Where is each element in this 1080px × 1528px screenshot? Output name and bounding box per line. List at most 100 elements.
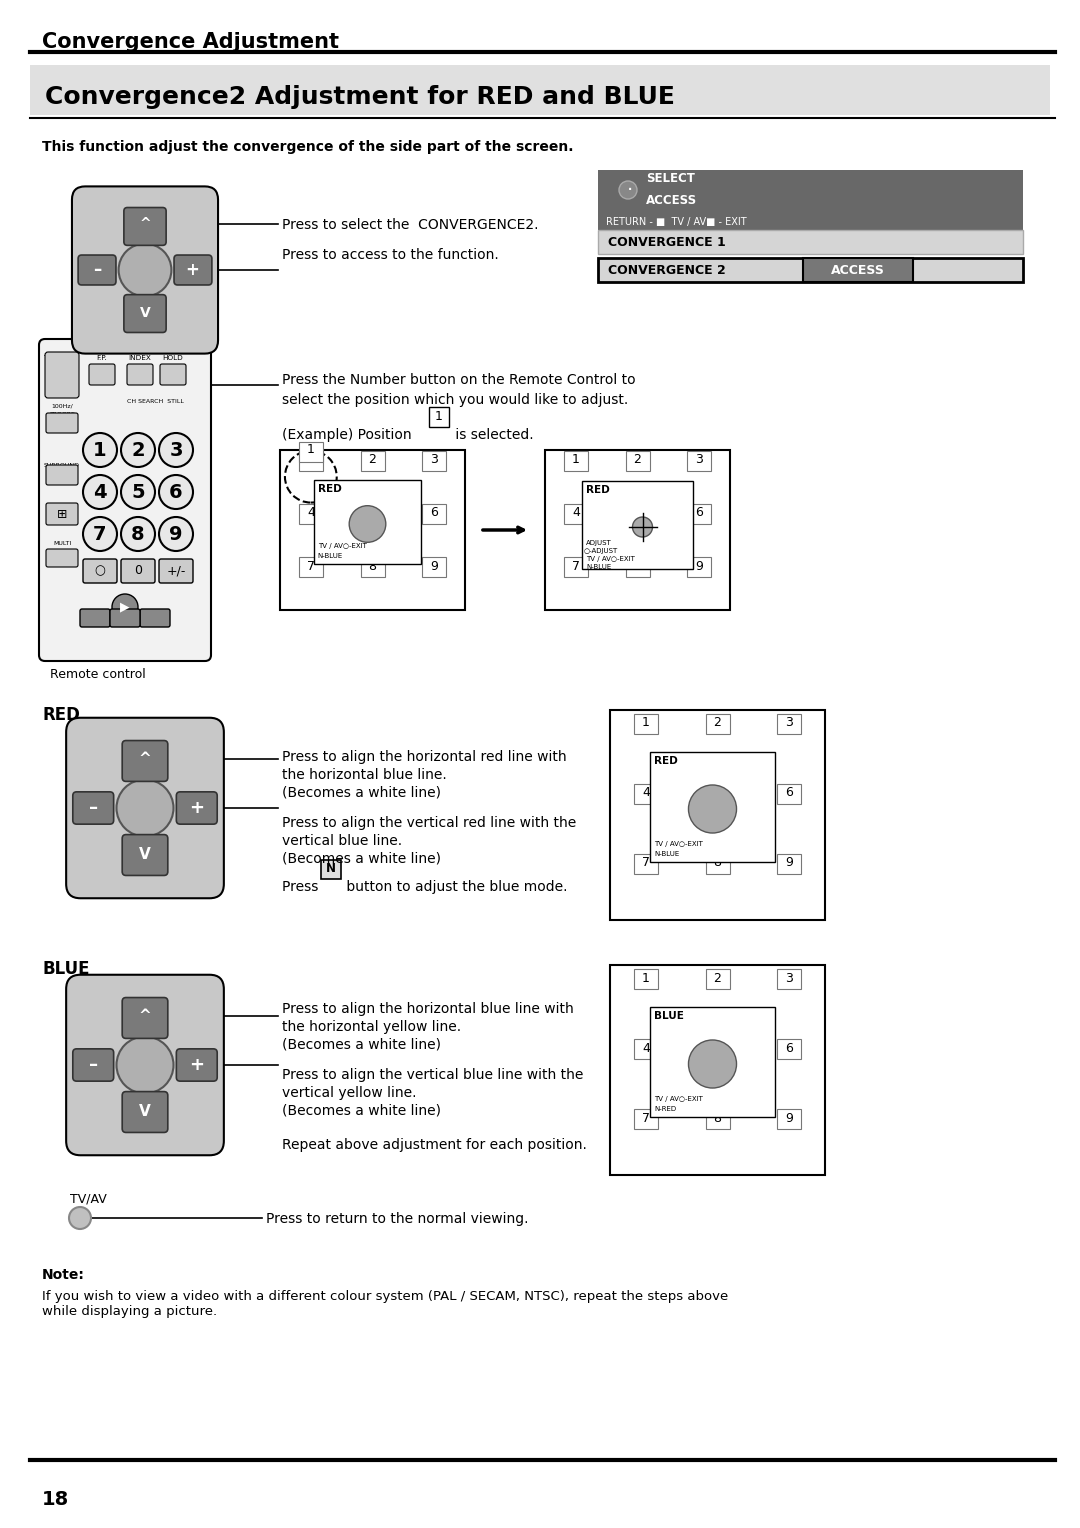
FancyBboxPatch shape bbox=[72, 1048, 113, 1082]
Text: 4: 4 bbox=[307, 506, 314, 520]
Text: 1: 1 bbox=[642, 972, 650, 984]
Text: 6: 6 bbox=[170, 483, 183, 501]
Circle shape bbox=[688, 1041, 737, 1088]
FancyBboxPatch shape bbox=[46, 503, 78, 526]
Text: 2: 2 bbox=[714, 717, 721, 729]
FancyBboxPatch shape bbox=[66, 975, 224, 1155]
Circle shape bbox=[121, 516, 156, 552]
Circle shape bbox=[121, 432, 156, 468]
FancyBboxPatch shape bbox=[80, 610, 110, 626]
FancyBboxPatch shape bbox=[122, 998, 167, 1039]
Text: This function adjust the convergence of the side part of the screen.: This function adjust the convergence of … bbox=[42, 141, 573, 154]
FancyBboxPatch shape bbox=[650, 1007, 774, 1117]
Text: TV/AV: TV/AV bbox=[70, 1192, 107, 1206]
FancyBboxPatch shape bbox=[314, 480, 421, 564]
Text: 2: 2 bbox=[714, 972, 721, 984]
FancyBboxPatch shape bbox=[625, 451, 649, 471]
Text: 4: 4 bbox=[642, 1042, 650, 1054]
FancyBboxPatch shape bbox=[46, 549, 78, 567]
FancyBboxPatch shape bbox=[174, 255, 212, 284]
FancyBboxPatch shape bbox=[564, 558, 588, 578]
Text: button to adjust the blue mode.: button to adjust the blue mode. bbox=[342, 880, 567, 894]
Text: CONVERGENCE 1: CONVERGENCE 1 bbox=[608, 235, 726, 249]
FancyBboxPatch shape bbox=[299, 504, 323, 524]
Text: 8: 8 bbox=[131, 524, 145, 544]
Text: Repeat above adjustment for each position.: Repeat above adjustment for each positio… bbox=[282, 1138, 586, 1152]
Text: BLUE: BLUE bbox=[654, 1012, 684, 1021]
FancyBboxPatch shape bbox=[321, 860, 341, 879]
Circle shape bbox=[159, 516, 193, 552]
Text: V: V bbox=[139, 1105, 151, 1118]
Text: 0: 0 bbox=[134, 564, 141, 578]
Text: 6: 6 bbox=[785, 1042, 793, 1054]
Circle shape bbox=[119, 243, 172, 296]
Text: RED: RED bbox=[42, 706, 80, 724]
FancyBboxPatch shape bbox=[598, 170, 1023, 231]
Text: CH SEARCH  STILL: CH SEARCH STILL bbox=[126, 399, 184, 403]
FancyBboxPatch shape bbox=[39, 339, 211, 662]
Text: 7: 7 bbox=[571, 559, 580, 573]
FancyBboxPatch shape bbox=[564, 504, 588, 524]
Text: N-RED: N-RED bbox=[654, 1106, 676, 1111]
Text: 7: 7 bbox=[642, 1111, 650, 1125]
FancyBboxPatch shape bbox=[625, 558, 649, 578]
FancyBboxPatch shape bbox=[124, 208, 166, 246]
Text: N: N bbox=[326, 862, 336, 876]
FancyBboxPatch shape bbox=[687, 451, 711, 471]
Text: 8: 8 bbox=[714, 857, 721, 869]
Circle shape bbox=[619, 180, 637, 199]
FancyBboxPatch shape bbox=[89, 364, 114, 385]
FancyBboxPatch shape bbox=[598, 258, 1023, 283]
FancyBboxPatch shape bbox=[650, 752, 774, 862]
Text: 4: 4 bbox=[642, 787, 650, 799]
Text: 8: 8 bbox=[634, 559, 642, 573]
Text: vertical blue line.: vertical blue line. bbox=[282, 834, 402, 848]
Text: 2: 2 bbox=[634, 454, 642, 466]
FancyBboxPatch shape bbox=[705, 854, 729, 874]
FancyBboxPatch shape bbox=[46, 465, 78, 484]
Text: ^: ^ bbox=[138, 752, 151, 766]
Text: TV / AV○-EXIT: TV / AV○-EXIT bbox=[654, 840, 703, 847]
Text: Press to return to the normal viewing.: Press to return to the normal viewing. bbox=[266, 1212, 528, 1225]
FancyBboxPatch shape bbox=[634, 714, 658, 733]
Text: Press: Press bbox=[282, 880, 323, 894]
Text: 18: 18 bbox=[42, 1490, 69, 1510]
Circle shape bbox=[83, 516, 117, 552]
FancyBboxPatch shape bbox=[634, 1039, 658, 1059]
Text: N-BLUE: N-BLUE bbox=[586, 564, 611, 570]
Text: (Example) Position: (Example) Position bbox=[282, 428, 416, 442]
Text: Press to align the horizontal red line with: Press to align the horizontal red line w… bbox=[282, 750, 567, 764]
Text: 2: 2 bbox=[131, 440, 145, 460]
Circle shape bbox=[117, 779, 174, 836]
Text: Convergence2 Adjustment for RED and BLUE: Convergence2 Adjustment for RED and BLUE bbox=[45, 86, 675, 108]
FancyBboxPatch shape bbox=[778, 714, 801, 733]
Text: –: – bbox=[90, 799, 98, 817]
Text: select the position which you would like to adjust.: select the position which you would like… bbox=[282, 393, 629, 406]
Text: 7: 7 bbox=[93, 524, 107, 544]
Text: SURROUND: SURROUND bbox=[44, 463, 80, 468]
Circle shape bbox=[83, 432, 117, 468]
Text: ○-ADJUST: ○-ADJUST bbox=[584, 549, 618, 555]
FancyBboxPatch shape bbox=[610, 711, 825, 920]
FancyBboxPatch shape bbox=[176, 792, 217, 824]
Circle shape bbox=[159, 475, 193, 509]
FancyBboxPatch shape bbox=[610, 966, 825, 1175]
FancyBboxPatch shape bbox=[30, 66, 1050, 115]
Text: INDEX: INDEX bbox=[129, 354, 151, 361]
Text: 1: 1 bbox=[642, 717, 650, 729]
Circle shape bbox=[117, 1036, 174, 1094]
FancyBboxPatch shape bbox=[110, 610, 140, 626]
Text: ^: ^ bbox=[139, 217, 151, 231]
Text: ASPECT: ASPECT bbox=[50, 503, 73, 507]
Text: PROGRE: PROGRE bbox=[49, 413, 75, 417]
Text: ▶: ▶ bbox=[120, 601, 130, 614]
Text: N-BLUE: N-BLUE bbox=[654, 851, 679, 857]
FancyBboxPatch shape bbox=[72, 792, 113, 824]
FancyBboxPatch shape bbox=[140, 610, 170, 626]
FancyBboxPatch shape bbox=[422, 504, 446, 524]
FancyBboxPatch shape bbox=[564, 451, 588, 471]
Text: 9: 9 bbox=[170, 524, 183, 544]
FancyBboxPatch shape bbox=[124, 295, 166, 333]
Text: TV / AV○-EXIT: TV / AV○-EXIT bbox=[318, 542, 367, 549]
FancyBboxPatch shape bbox=[127, 364, 153, 385]
